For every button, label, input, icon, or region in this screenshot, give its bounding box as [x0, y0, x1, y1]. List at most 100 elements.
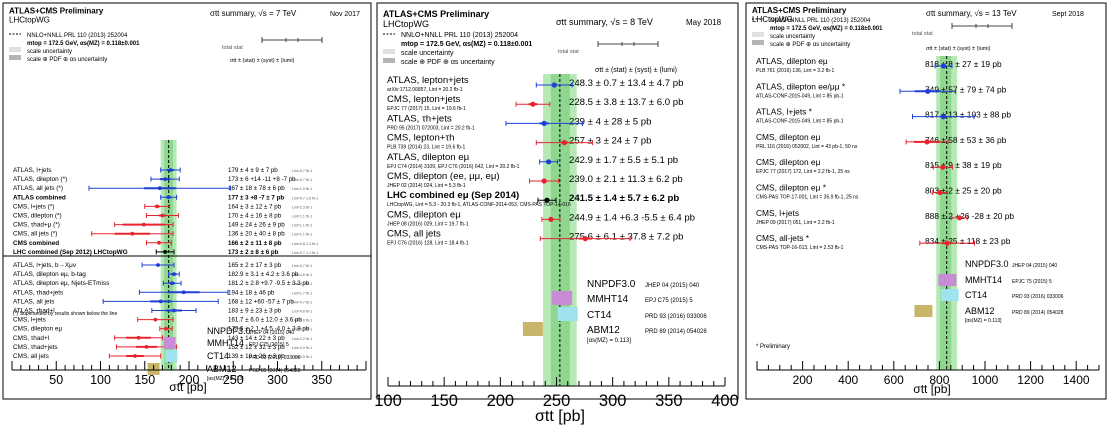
measurement-value: 194 ± 18 ± 46 pb [228, 289, 275, 296]
scale-legend-label: scale uncertainty [770, 34, 815, 40]
measurement-ref: EPJ C76 (2016) 128, Lint = 18.4 fb-1 [387, 241, 469, 247]
tot-stat-legend-label: total stat [222, 45, 243, 51]
measurement-value: 181.2 ± 2.8 +9.7 -9.5 ± 3.3 pb [228, 280, 310, 287]
measurement-value: 239.0 ± 2.1 ± 11.3 ± 6.2 pb [569, 174, 683, 185]
pdf-set-ref: EPJ C75 (2015) 5 [645, 298, 693, 304]
measurement-point [153, 317, 158, 322]
theory-scale-band [940, 56, 952, 370]
measurement-label: CMS, all-jets * [756, 233, 810, 243]
pdf-legend-swatch [383, 58, 395, 63]
x-tick-label: 600 [884, 373, 904, 387]
measurement-point [136, 335, 141, 340]
measurement-value: 749 ± 57 ± 79 ± 74 pb [925, 84, 1007, 94]
measurement-point [156, 263, 160, 267]
measurement-label: ATLAS, τhad+l [13, 308, 55, 315]
x-tick-label: 150 [430, 392, 458, 410]
measurement-value: 239 ± 4 ± 28 ± 5 pb [569, 116, 651, 127]
pdf-prediction-band [938, 274, 957, 286]
measurement-point [160, 213, 165, 218]
x-tick-label: 350 [655, 392, 683, 410]
pdf-prediction-band [552, 291, 573, 305]
theory-legend-ref: NNLO+NNLL PRL 110 (2013) 252004 [770, 18, 871, 24]
measurement-value: 803 ± 2 ± 25 ± 20 pb [925, 186, 1002, 196]
measurement-label: CMS, all jets (*) [13, 231, 57, 238]
x-axis-label: σtt [pb] [535, 408, 585, 425]
measurement-point [133, 354, 137, 358]
measurement-value: 815 ± 9 ± 38 ± 19 pb [925, 160, 1002, 170]
measurement-lumi: Lint=0.7-1.1 fb-1 [292, 251, 318, 255]
measurement-label: CMS, dilepton (*) [13, 213, 62, 220]
measurement-label: ATLAS, l+jets, b→Xμν [13, 262, 76, 269]
measurement-point [172, 272, 176, 276]
x-tick-label: 200 [793, 373, 813, 387]
pdf-set-name: NNPDF3.0 [207, 326, 251, 336]
measurement-point [940, 114, 946, 120]
measurement-lumi: Lint=4.6 fb-1 [292, 273, 312, 277]
pdf-prediction-band [940, 289, 959, 301]
measurement-label: CMS, dilepton eμ [13, 326, 62, 333]
chart-header: ATLAS+CMS Preliminary [9, 7, 104, 16]
chart-subheader: LHCtopWG [752, 15, 793, 24]
measurement-label: ATLAS, lepton+jets [387, 75, 469, 86]
measurement-formula: σtt ± (stat) ± (syst) ± (lumi) [230, 58, 295, 64]
measurement-value: 170 ± 4 ± 16 ± 8 pb [228, 213, 282, 220]
measurement-ref: CMS-PAS TOP-16-013, Lint = 2.53 fb-1 [756, 245, 844, 251]
measurement-label: CMS, dilepton eμ [756, 157, 821, 167]
pdf-set-ref: JHEP 04 (2015) 040 [1012, 263, 1057, 269]
pdf-set-name: MMHT14 [587, 294, 629, 305]
pdf-set-ref: PRD 93 (2016) 033006 [249, 355, 301, 361]
x-tick-label: 200 [179, 373, 200, 387]
x-tick-label: 250 [543, 392, 571, 410]
measurement-value: 746 ± 58 ± 53 ± 36 pb [925, 135, 1007, 145]
pdf-prediction-band [165, 350, 178, 362]
measurement-lumi: Lint=1.7 fb-1 [292, 291, 312, 295]
measurement-point [144, 345, 149, 349]
pdf-set-name: NNPDF3.0 [965, 259, 1009, 269]
measurement-point [940, 63, 947, 69]
chart-note: * Preliminary [756, 344, 790, 350]
pdf-prediction-band [522, 322, 543, 336]
x-tick-label: 200 [487, 392, 515, 410]
measurement-value: 136 ± 20 ± 40 ± 8 pb [228, 231, 285, 238]
measurement-point [548, 216, 554, 222]
measurement-label: CMS, dilepton eμ [387, 209, 461, 220]
abm-note: [αs(MZ) = 0.113] [207, 376, 244, 382]
measurement-value: 152 ± 12 ± 32 ± 3 pb [228, 344, 285, 351]
theory-legend-ref: NNLO+NNLL PRL 110 (2013) 252004 [27, 33, 128, 39]
tot-stat-legend-label: total stat [558, 49, 579, 55]
measurement-value: 177 ± 3 +8 -7 ± 7 pb [228, 194, 284, 201]
x-tick-label: 1400 [1063, 373, 1090, 387]
measurement-label: ATLAS, τh+jets [387, 113, 452, 124]
measurement-value: 183 ± 9 ± 23 ± 3 pb [228, 308, 282, 315]
pdf-set-name: ABM12 [207, 364, 237, 374]
measurement-lumi: Lint=2.2 fb-1 [292, 337, 312, 341]
pdf-prediction-band [557, 307, 578, 321]
measurement-label: ATLAS, dilepton eμ, b-tag [13, 271, 86, 278]
pdf-set-ref: JHEP 04 (2015) 040 [249, 330, 294, 336]
theory-legend-params: mtop = 172.5 GeV, αs(MZ) = 0.118±0.001 [27, 41, 140, 47]
measurement-lumi: Lint=2.3 fb-1 [292, 205, 312, 209]
measurement-lumi: Lint=0.8-1.1 fb-1 [292, 242, 318, 246]
measurement-label: CMS, all jets [13, 353, 49, 360]
x-tick-label: 100 [374, 392, 402, 410]
measurement-lumi: Lint=5.0 fb-1 [292, 319, 312, 323]
measurement-value: 165 ± 2 ± 17 ± 3 pb [228, 262, 282, 269]
chart-note: (*) Superseded by results shown below th… [13, 311, 117, 317]
x-tick-label: 100 [90, 373, 111, 387]
measurement-label: ATLAS, τhad+jets [13, 289, 63, 296]
x-tick-label: 300 [267, 373, 288, 387]
measurement-point [158, 299, 163, 304]
x-tick-label: 1200 [1017, 373, 1044, 387]
measurement-point [530, 101, 536, 107]
pdf-legend-swatch [9, 55, 21, 60]
measurement-value: 248.3 ± 0.7 ± 13.4 ± 4.7 pb [569, 78, 683, 89]
pdf-set-ref: EPJC 75 (2015) 5 [1012, 279, 1052, 285]
measurement-point [544, 197, 550, 203]
x-tick-label: 1000 [972, 373, 999, 387]
scale-legend-swatch [383, 49, 395, 54]
measurement-value: 241.5 ± 1.4 ± 5.7 ± 6.2 pb [569, 193, 679, 204]
measurement-point [155, 204, 160, 209]
measurement-point [924, 139, 930, 145]
panel-frame [745, 2, 1107, 400]
chart-title: σtt summary, √s = 7 TeV [210, 9, 297, 18]
